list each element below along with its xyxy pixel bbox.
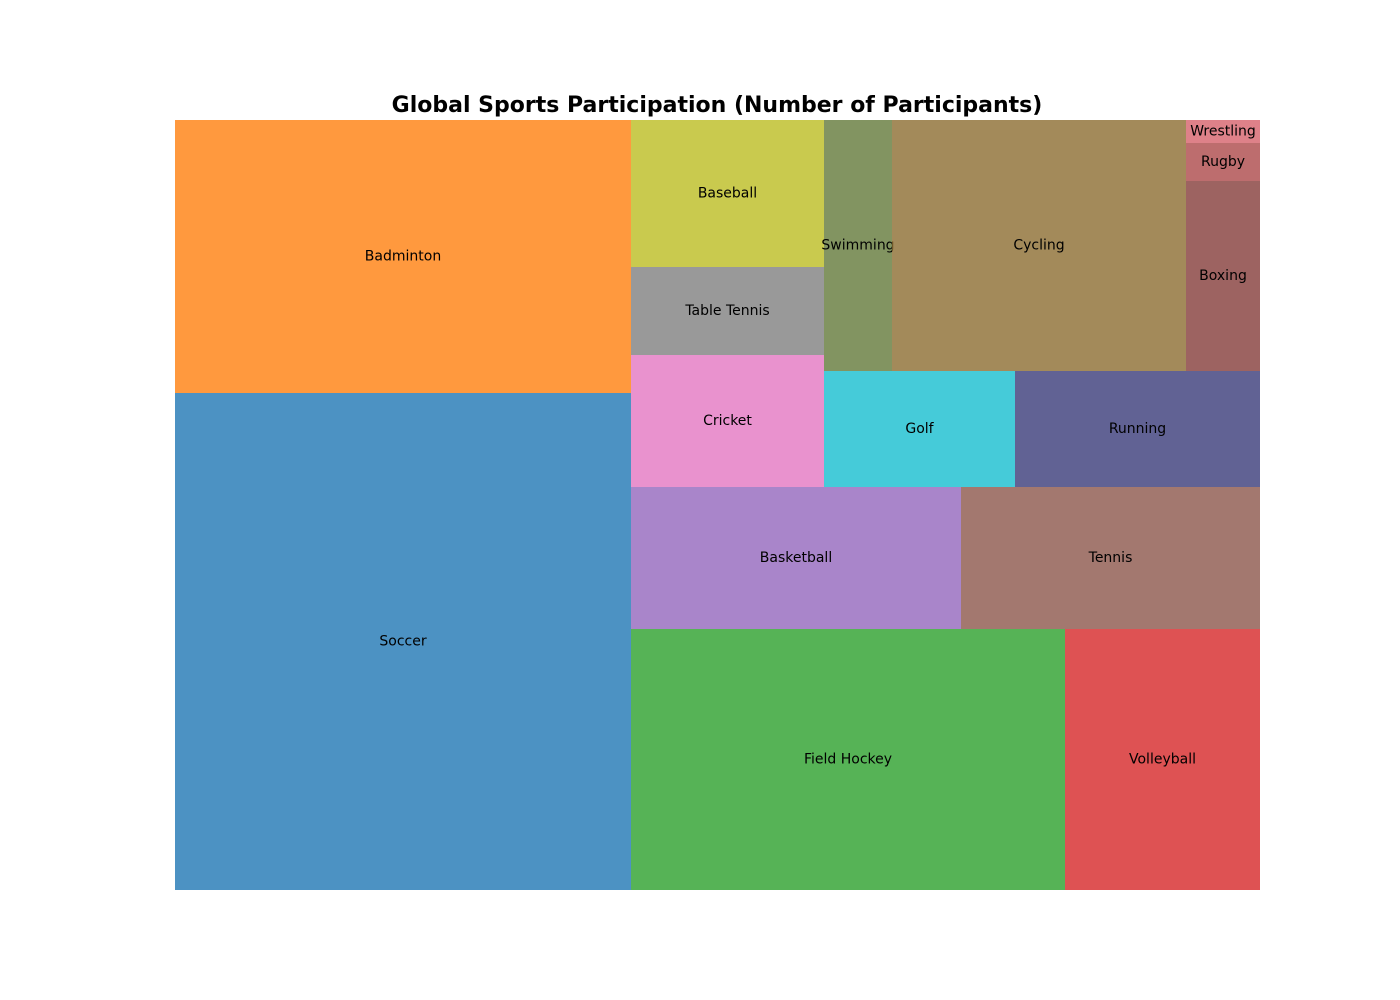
tile-running [1015,371,1260,487]
tile-golf [824,371,1015,487]
treemap-tiles: Soccer Badminton Field Hockey Volleyball Bas… [175,120,1260,890]
tile-label-basketball: Basketball [760,550,832,566]
tile-soccer [175,393,631,890]
tile-label-tennis: Tennis [1088,550,1133,566]
tile-tennis [961,487,1260,629]
tile-label-baseball: Baseball [698,186,757,202]
tile-volleyball [1065,629,1260,890]
tile-label-table-tennis: Table Tennis [684,303,769,319]
tile-wrestling [1186,120,1260,143]
tile-label-swimming: Swimming [821,238,894,254]
tile-baseball [631,120,824,267]
tile-label-wrestling: Wrestling [1190,124,1256,140]
tile-table-tennis [631,267,824,355]
tile-label-field-hockey: Field Hockey [804,752,892,768]
tile-boxing [1186,181,1260,371]
tile-label-soccer: Soccer [379,634,426,650]
tile-cycling [892,120,1186,371]
tile-label-volleyball: Volleyball [1129,752,1196,768]
tile-label-cricket: Cricket [703,413,752,429]
tile-badminton [175,120,631,393]
tile-label-badminton: Badminton [365,249,441,265]
tile-cricket [631,355,824,487]
tile-basketball [631,487,961,629]
tile-rugby [1186,143,1260,181]
tile-label-golf: Golf [905,421,934,437]
tile-label-running: Running [1109,421,1166,437]
chart-title: Global Sports Participation (Number of P… [392,93,1043,118]
tile-label-rugby: Rugby [1201,154,1245,170]
tile-field-hockey [631,629,1065,890]
tile-label-boxing: Boxing [1199,268,1247,284]
tile-swimming [824,120,892,371]
tile-label-cycling: Cycling [1013,238,1064,254]
